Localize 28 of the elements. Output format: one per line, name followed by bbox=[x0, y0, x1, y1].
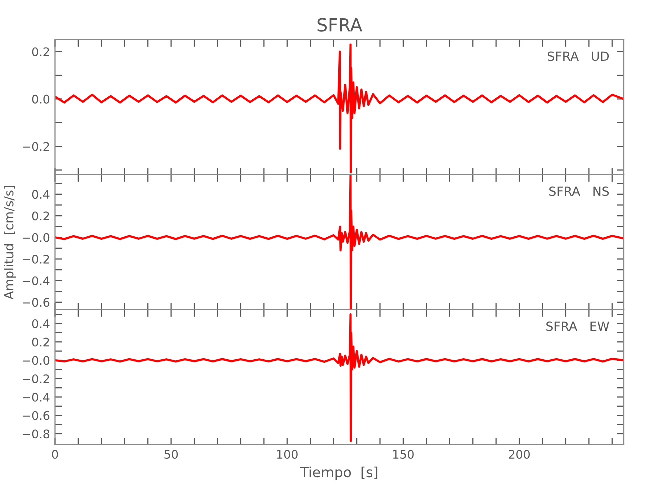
y-tick-label: −0.8 bbox=[22, 430, 50, 439]
annotation: SFRA UD bbox=[548, 52, 610, 62]
y-tick-label: 0.4 bbox=[32, 190, 50, 200]
y-tick-label: −0.2 bbox=[22, 374, 50, 384]
y-tick-label: 0.2 bbox=[32, 338, 50, 347]
y-tick-label: 0.0 bbox=[32, 94, 50, 104]
y-tick-label: −0.0 bbox=[22, 356, 50, 366]
y-tick-label: −0.4 bbox=[22, 392, 50, 402]
x-tick-label: 100 bbox=[277, 450, 298, 459]
x-axis-title: Tiempo [s] bbox=[300, 466, 378, 480]
x-tick-label: 200 bbox=[509, 450, 530, 459]
y-tick-label: −0.4 bbox=[22, 276, 50, 286]
annotation: SFRA NS bbox=[550, 186, 610, 196]
y-tick-label: −0.0 bbox=[22, 233, 50, 242]
y-tick-label: −0.2 bbox=[22, 142, 50, 152]
chart-title: SFRA bbox=[318, 18, 362, 32]
y-tick-label: −0.6 bbox=[22, 411, 50, 420]
annotation: SFRA EW bbox=[546, 322, 610, 332]
y-tick-label: −0.2 bbox=[22, 254, 50, 264]
y-axis-title: Amplitud [cm/s/s] bbox=[4, 186, 16, 300]
x-tick-label: 50 bbox=[164, 450, 178, 459]
x-tick-label: 0 bbox=[52, 450, 58, 459]
y-tick-label: 0.2 bbox=[32, 212, 50, 221]
y-tick-label: −0.6 bbox=[22, 298, 50, 308]
y-tick-label: 0.4 bbox=[32, 320, 50, 328]
x-tick-label: 150 bbox=[393, 450, 414, 459]
y-tick-label: 0.2 bbox=[32, 48, 50, 56]
line-series bbox=[55, 314, 624, 442]
